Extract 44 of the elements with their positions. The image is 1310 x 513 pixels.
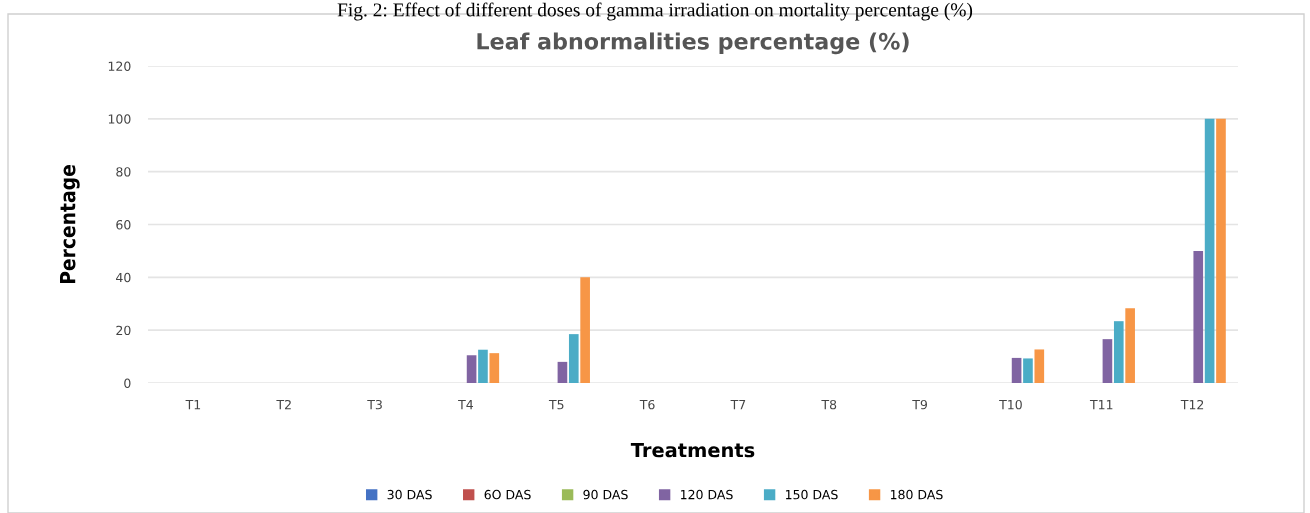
bar (1023, 358, 1033, 383)
bar (568, 334, 579, 383)
y-tick-label: 120 (108, 61, 131, 71)
legend-label: 180 DAS (890, 489, 943, 500)
x-tick-label: T4 (458, 400, 474, 410)
bar (1011, 357, 1022, 383)
x-tick-label: T6 (639, 399, 655, 410)
x-tick-label: T2 (276, 399, 291, 410)
x-tick-label: T7 (730, 400, 746, 410)
legend-label: 150 DAS (785, 489, 838, 500)
caption: Fig. 2: Effect of different doses of gamma irradiation on mortality percentage (%) (337, 2, 973, 21)
x-tick-label: T8 (821, 399, 837, 410)
chart-title: Leaf abnormalities percentage (%) (477, 32, 909, 55)
x-axis-title: Treatments (630, 442, 755, 458)
y-axis-title: Percentage (60, 165, 80, 284)
bar (557, 361, 568, 383)
bar (466, 355, 477, 383)
y-tick-label: 20 (116, 325, 131, 336)
x-tick-label: T9 (912, 399, 927, 410)
bar (1216, 118, 1226, 383)
bar (1204, 118, 1215, 383)
bar (1193, 250, 1204, 383)
y-tick-label: 100 (108, 114, 131, 124)
legend-label: 120 DAS (681, 489, 733, 500)
y-tick-label: 40 (116, 272, 131, 283)
legend-label: 90 DAS (583, 489, 628, 500)
bar (478, 349, 488, 383)
bar (1125, 308, 1135, 383)
y-tick-label: 80 (116, 167, 131, 177)
bar (489, 353, 500, 383)
x-tick-label: T5 (548, 400, 564, 410)
legend-label: 6O DAS (484, 489, 531, 500)
x-tick-label: T12 (1180, 399, 1204, 410)
y-tick-label: 0 (124, 378, 131, 388)
y-tick-label: 60 (116, 219, 131, 230)
bar (1034, 349, 1045, 383)
bar (1102, 339, 1113, 383)
legend-label: 30 DAS (387, 489, 432, 500)
x-tick-label: T1 (185, 400, 201, 410)
x-tick-label: T11 (1089, 400, 1113, 410)
x-tick-label: T3 (367, 399, 382, 410)
bar (1113, 321, 1124, 383)
bar (580, 277, 590, 383)
x-tick-label: T10 (999, 399, 1022, 410)
